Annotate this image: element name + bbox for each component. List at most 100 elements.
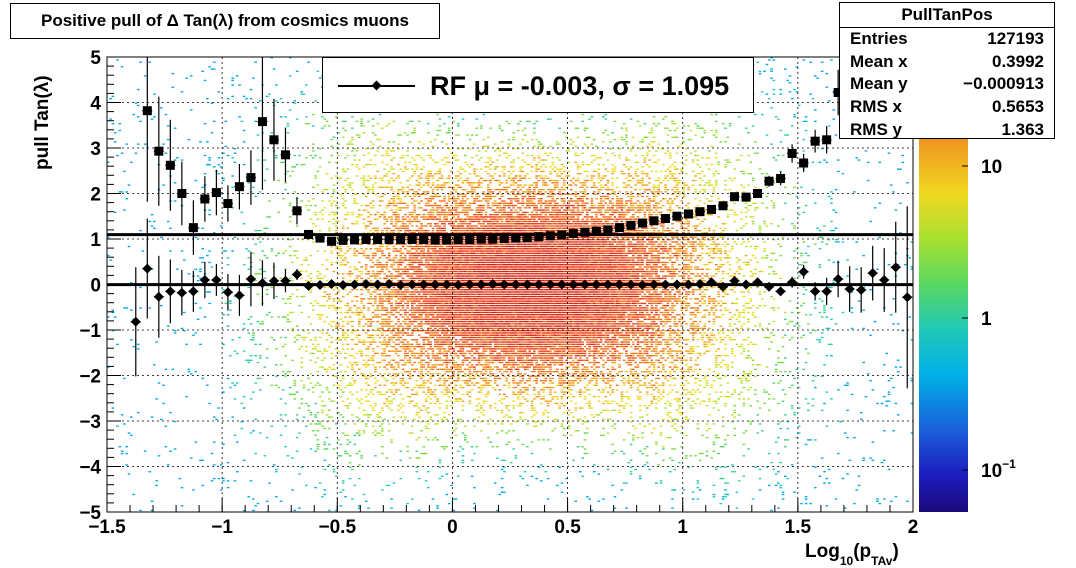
heatmap-cell <box>387 361 391 364</box>
heatmap-cell <box>330 352 333 355</box>
heatmap-cell <box>109 97 112 100</box>
heatmap-cell <box>463 254 467 257</box>
heatmap-cell <box>284 373 287 375</box>
heatmap-cell <box>466 291 469 293</box>
heatmap-cell <box>208 213 211 216</box>
heatmap-cell <box>332 200 336 202</box>
heatmap-cell <box>392 225 396 227</box>
heatmap-cell <box>371 143 375 145</box>
heatmap-cell <box>385 405 389 407</box>
heatmap-cell <box>480 259 483 261</box>
heatmap-cell <box>293 380 297 382</box>
heatmap-cell <box>385 125 389 127</box>
heatmap-cell <box>440 275 444 277</box>
heatmap-cell <box>429 416 433 418</box>
heatmap-cell <box>445 266 449 268</box>
heatmap-cell <box>440 364 444 366</box>
heatmap-cell <box>364 204 368 207</box>
heatmap-cell <box>477 314 481 316</box>
heatmap-cell <box>443 368 446 371</box>
heatmap-cell <box>337 207 340 209</box>
heatmap-cell <box>394 211 398 214</box>
heatmap-cell <box>247 496 251 498</box>
heatmap-cell <box>378 300 382 302</box>
heatmap-cell <box>364 355 368 357</box>
heatmap-cell <box>468 270 472 273</box>
heatmap-cell <box>475 227 479 229</box>
heatmap-cell <box>424 409 428 411</box>
heatmap-cell <box>452 359 456 361</box>
heatmap-cell <box>415 295 419 298</box>
heatmap-cell <box>477 311 481 314</box>
heatmap-cell <box>438 277 442 280</box>
heatmap-cell <box>427 423 430 425</box>
heatmap-cell <box>305 259 308 261</box>
heatmap-cell <box>424 452 428 455</box>
heatmap-cell <box>367 336 370 339</box>
heatmap-cell <box>454 134 458 136</box>
heatmap-cell <box>452 316 456 318</box>
heatmap-cell <box>404 327 407 330</box>
heatmap-cell <box>466 179 469 182</box>
heatmap-cell <box>420 359 423 361</box>
heatmap-cell <box>399 209 403 211</box>
heatmap-cell <box>394 223 398 225</box>
heatmap-cell <box>417 361 421 364</box>
heatmap-cell <box>438 257 442 259</box>
heatmap-cell <box>438 248 442 250</box>
heatmap-cell <box>438 266 442 268</box>
heatmap-cell <box>422 270 426 273</box>
heatmap-cell <box>459 261 462 264</box>
heatmap-cell <box>445 389 449 391</box>
heatmap-cell <box>291 261 294 264</box>
heatmap-cell <box>447 345 451 348</box>
heatmap-cell <box>443 359 446 361</box>
heatmap-cell <box>371 364 375 366</box>
heatmap-cell <box>431 227 435 229</box>
heatmap-cell <box>111 311 115 314</box>
heatmap-cell <box>480 330 483 332</box>
heatmap-cell <box>314 154 317 157</box>
heatmap-cell <box>132 493 135 496</box>
heatmap-cell <box>463 154 467 157</box>
heatmap-cell <box>351 414 354 416</box>
heatmap-cell <box>169 450 172 452</box>
heatmap-cell <box>371 200 375 202</box>
heatmap-cell <box>459 339 462 341</box>
heatmap-cell <box>450 213 453 216</box>
heatmap-cell <box>424 277 428 280</box>
heatmap-cell <box>431 350 435 352</box>
heatmap-cell <box>192 489 195 491</box>
heatmap-cell <box>470 373 474 375</box>
heatmap-cell <box>436 330 439 332</box>
heatmap-cell <box>337 384 340 386</box>
heatmap-cell <box>424 425 428 427</box>
heatmap-cell <box>470 270 474 273</box>
heatmap-cell <box>387 202 391 204</box>
heatmap-cell <box>397 350 400 352</box>
heatmap-cell <box>450 352 453 355</box>
heatmap-cell <box>385 163 389 166</box>
heatmap-cell <box>341 391 345 393</box>
heatmap-cell <box>436 218 439 220</box>
heatmap-cell <box>408 243 412 245</box>
heatmap-cell <box>328 295 331 298</box>
heatmap-cell <box>265 168 269 170</box>
heatmap-cell <box>351 138 354 141</box>
heatmap-cell <box>346 184 350 186</box>
heatmap-cell <box>459 300 462 302</box>
heatmap-cell <box>445 213 449 216</box>
heatmap-cell <box>305 157 308 159</box>
heatmap-cell <box>394 350 398 352</box>
heatmap-cell <box>415 282 419 284</box>
heatmap-cell <box>434 323 437 325</box>
heatmap-cell <box>328 391 331 393</box>
heatmap-cell <box>422 375 426 377</box>
heatmap-cell <box>371 359 375 361</box>
heatmap-cell <box>417 277 421 280</box>
heatmap-cell <box>364 361 368 364</box>
heatmap-cell <box>314 300 317 302</box>
heatmap-cell <box>410 345 414 348</box>
heatmap-cell <box>473 425 476 427</box>
heatmap-cell <box>282 298 285 300</box>
